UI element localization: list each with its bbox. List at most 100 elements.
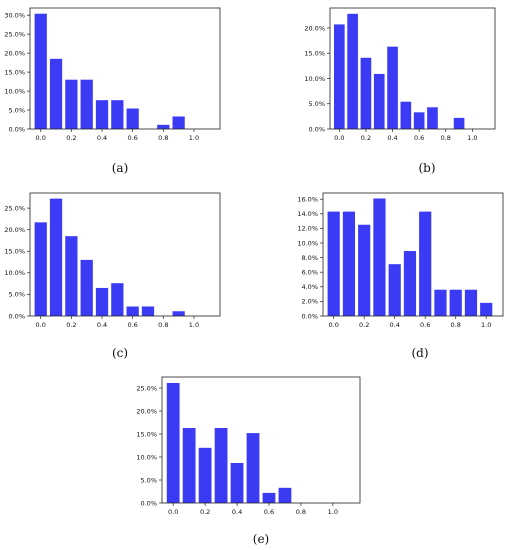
bar	[419, 211, 432, 316]
y-tick-label: 15.0%	[304, 50, 325, 58]
bar	[403, 251, 417, 316]
histogram-panel-c: 0.0% 5.0% 10.0% 15.0% 20.0% 25.0% 0.0 0.2 0.4 0.6…	[4, 192, 221, 360]
histogram-panel-e: 0.0% 5.0% 10.0% 15.0% 20.0% 25.0% 0.0 0.2 0.4 0.6…	[136, 376, 361, 546]
bar	[198, 447, 212, 503]
x-tick-label: 0.6	[127, 321, 137, 329]
panel-caption: (c)	[112, 346, 128, 360]
y-tick-label: 20.0%	[4, 226, 25, 234]
bar	[34, 222, 47, 316]
y-tick-label: 0.0%	[140, 499, 157, 507]
x-tick-label: 0.2	[66, 321, 76, 329]
bar	[246, 433, 260, 503]
bar	[65, 79, 78, 129]
x-tick-label: 1.0	[481, 321, 491, 329]
bar	[172, 311, 185, 316]
x-tick-label: 0.4	[97, 321, 107, 329]
y-tick-label: 10.0%	[297, 239, 318, 247]
bar	[427, 107, 438, 129]
x-tick-label: 0.2	[200, 508, 210, 516]
bar	[49, 58, 63, 129]
bar	[262, 492, 276, 503]
y-tick-label: 20.0%	[304, 24, 325, 32]
y-tick-label: 0.0%	[301, 312, 318, 320]
histogram-panel-a: 0.0% 5.0% 10.0% 15.0% 20.0% 25.0% 30.0% 0.0 0.2 0…	[4, 7, 221, 175]
y-tick-label: 12.0%	[297, 225, 318, 233]
x-tick-label: 0.0	[36, 321, 46, 329]
bar	[449, 289, 462, 316]
y-tick-label: 5.0%	[140, 476, 157, 484]
x-tick-label: 0.2	[361, 134, 371, 142]
x-tick-label: 0.4	[390, 321, 400, 329]
bar	[358, 224, 371, 316]
bar	[464, 289, 478, 316]
y-tick-label: 14.0%	[297, 210, 318, 218]
bar	[49, 198, 63, 316]
x-tick-label: 0.0	[168, 508, 178, 516]
bar	[214, 428, 228, 503]
bar	[157, 124, 170, 129]
axes-frame	[29, 7, 221, 130]
y-tick-label: 20.0%	[4, 49, 25, 57]
histogram-panel-d: 0.0% 2.0% 4.0% 6.0% 8.0% 10.0% 12.0% 14.0% 16.0%…	[297, 192, 504, 360]
bar	[80, 79, 93, 129]
y-tick-label: 25.0%	[4, 204, 25, 212]
x-tick-label: 1.0	[189, 134, 199, 142]
x-tick-label: 0.8	[158, 321, 168, 329]
x-tick-label: 0.8	[441, 134, 451, 142]
histogram-panel-b: 0.0% 5.0% 10.0% 15.0% 20.0% 0.0 0.2 0.4 0.6 0.8 1.…	[304, 7, 496, 175]
y-tick-label: 10.0%	[4, 87, 25, 95]
bar	[111, 100, 124, 129]
panel-caption: (d)	[411, 346, 428, 360]
bar	[387, 46, 398, 129]
y-tick-label: 2.0%	[301, 298, 318, 306]
bar	[95, 287, 109, 316]
x-tick-label: 0.6	[414, 134, 424, 142]
y-tick-label: 25.0%	[136, 384, 157, 392]
axes-frame	[329, 7, 496, 130]
x-tick-label: 0.8	[296, 508, 306, 516]
panel-caption: (a)	[112, 161, 129, 175]
x-tick-label: 0.6	[264, 508, 274, 516]
y-tick-label: 20.0%	[136, 407, 157, 415]
y-tick-label: 6.0%	[301, 269, 318, 277]
y-tick-label: 0.0%	[308, 125, 325, 133]
bar	[373, 198, 386, 316]
x-tick-label: 0.0	[334, 134, 344, 142]
y-tick-label: 30.0%	[4, 12, 25, 20]
bar	[453, 117, 465, 129]
y-tick-label: 0.0%	[8, 125, 25, 133]
y-tick-label: 0.0%	[8, 312, 25, 320]
y-tick-label: 25.0%	[4, 30, 25, 38]
y-tick-label: 5.0%	[8, 291, 25, 299]
y-tick-label: 16.0%	[297, 196, 318, 204]
bar	[480, 302, 493, 316]
x-tick-label: 0.8	[451, 321, 461, 329]
x-tick-label: 1.0	[328, 508, 338, 516]
bar	[34, 13, 47, 130]
x-tick-label: 1.0	[467, 134, 477, 142]
x-tick-label: 1.0	[189, 321, 199, 329]
bar	[388, 264, 401, 316]
bar	[172, 116, 185, 129]
bar	[413, 112, 425, 129]
axes-frame	[161, 376, 361, 504]
x-tick-label: 0.2	[66, 134, 76, 142]
x-tick-label: 0.6	[420, 321, 430, 329]
bar	[347, 13, 358, 129]
y-tick-label: 5.0%	[8, 106, 25, 114]
bar	[360, 57, 372, 129]
x-tick-label: 0.0	[329, 321, 339, 329]
y-tick-label: 10.0%	[304, 75, 325, 83]
bar	[95, 100, 109, 129]
bar	[327, 211, 340, 316]
axes-frame	[322, 192, 504, 317]
bar	[65, 236, 78, 316]
bar	[80, 259, 93, 316]
y-tick-label: 10.0%	[136, 453, 157, 461]
bar	[333, 24, 345, 129]
panel-caption: (b)	[418, 161, 435, 175]
y-tick-label: 15.0%	[4, 248, 25, 256]
bar	[230, 462, 244, 503]
panel-caption: (e)	[253, 532, 269, 546]
x-tick-label: 0.0	[36, 134, 46, 142]
